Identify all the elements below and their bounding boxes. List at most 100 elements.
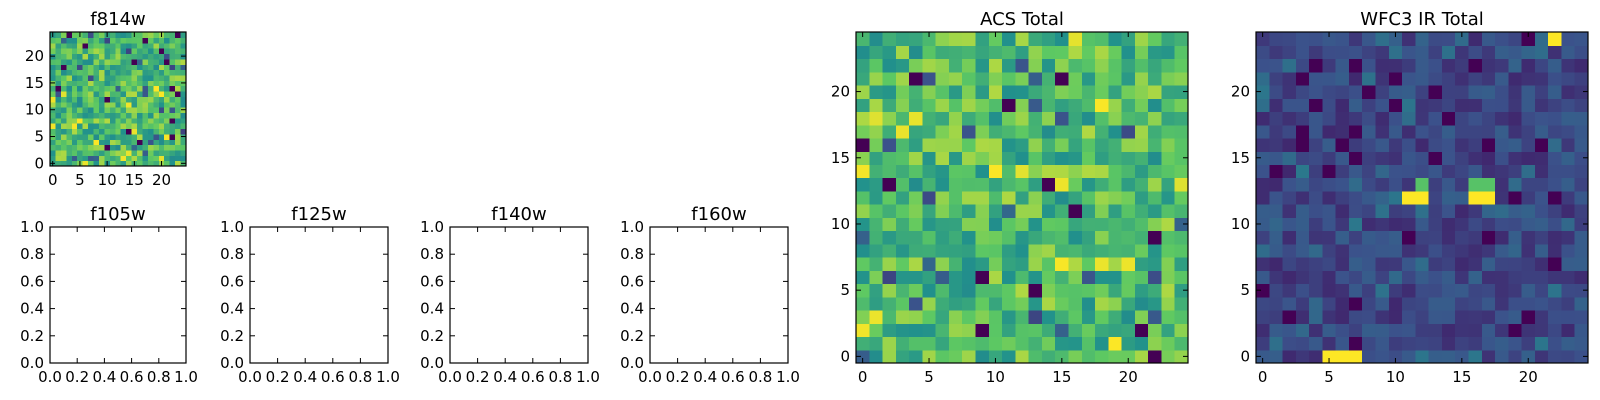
heatmap-cell: [120, 96, 127, 103]
heatmap-cell: [1521, 32, 1536, 46]
heatmap-cell: [50, 90, 57, 97]
x-tick-label: 10: [98, 171, 117, 189]
heatmap-cell: [1508, 323, 1523, 338]
heatmap-cell: [1348, 190, 1363, 205]
heatmap-cell: [153, 48, 160, 55]
y-tick-label: 0.8: [20, 245, 44, 263]
heatmap-cell: [869, 296, 884, 311]
heatmap-cell: [1508, 217, 1523, 232]
heatmap-cell: [1028, 151, 1043, 165]
heatmap-cell: [882, 45, 897, 60]
heatmap-cell: [882, 190, 897, 205]
heatmap-cell: [1455, 137, 1470, 152]
heatmap-cell: [1495, 323, 1509, 338]
heatmap-cell: [1521, 323, 1536, 338]
heatmap-cell: [1362, 151, 1377, 165]
heatmap-cell: [1081, 270, 1096, 285]
heatmap-cell: [93, 128, 100, 135]
heatmap-cell: [137, 144, 144, 151]
heatmap-cell: [131, 64, 138, 71]
heatmap-cell: [82, 64, 89, 71]
heatmap-cell: [1548, 257, 1563, 271]
x-tick-label: 0.6: [521, 368, 545, 386]
heatmap-cell: [137, 101, 144, 108]
heatmap-cell: [50, 58, 57, 65]
heatmap-cell: [1481, 230, 1496, 245]
heatmap-cell: [1095, 349, 1109, 364]
heatmap-cell: [856, 71, 870, 86]
heatmap-cell: [1002, 84, 1016, 99]
heatmap-cell: [1068, 111, 1083, 126]
heatmap-cell: [164, 90, 171, 97]
heatmap-cell: [120, 155, 127, 162]
heatmap-cell: [66, 155, 73, 162]
heatmap-cell: [869, 217, 884, 232]
heatmap-cell: [1002, 71, 1016, 86]
heatmap-cell: [120, 101, 127, 108]
heatmap-cell: [50, 149, 57, 156]
heatmap-cell: [935, 243, 950, 258]
heatmap-cell: [147, 48, 154, 55]
heatmap-cell: [1362, 58, 1377, 73]
heatmap-cell: [1468, 111, 1483, 126]
heatmap-cell: [1481, 296, 1496, 311]
heatmap-cell: [1561, 257, 1576, 271]
heatmap-cell: [1574, 124, 1589, 139]
heatmap-cell: [1574, 336, 1589, 351]
heatmap-cell: [1068, 45, 1083, 60]
heatmap-cell: [1534, 124, 1549, 139]
heatmap-cell: [1322, 124, 1337, 139]
heatmap-cell: [922, 310, 937, 324]
heatmap-cell: [66, 96, 73, 103]
heatmap-cell: [60, 64, 67, 71]
heatmap-cell: [1269, 71, 1284, 86]
heatmap-cell: [869, 98, 884, 113]
heatmap-cell: [1335, 124, 1350, 139]
heatmap-cell: [1041, 349, 1056, 364]
heatmap-cell: [169, 133, 176, 140]
heatmap-cell: [1134, 84, 1149, 99]
heatmap-cell: [882, 283, 897, 298]
heatmap-cell: [1335, 243, 1350, 258]
heatmap-cell: [1508, 177, 1523, 192]
heatmap-cell: [975, 204, 990, 218]
heatmap-cell: [1174, 296, 1189, 311]
heatmap-cell: [169, 48, 176, 55]
heatmap-cell: [142, 32, 149, 38]
heatmap-cell: [1282, 349, 1297, 364]
heatmap-cell: [1269, 336, 1284, 351]
heatmap-cell: [962, 164, 977, 179]
heatmap-cell: [1415, 283, 1430, 298]
heatmap-cell: [1468, 283, 1483, 298]
x-tick-label: 5: [75, 171, 85, 189]
heatmap-cell: [909, 124, 923, 139]
heatmap-cell: [1415, 45, 1430, 60]
heatmap-cell: [1508, 164, 1523, 179]
heatmap-cell: [147, 58, 154, 65]
heatmap-cell: [98, 133, 105, 140]
heatmap-cell: [1348, 296, 1363, 311]
heatmap-cell: [1134, 283, 1149, 298]
heatmap-cell: [1495, 58, 1509, 73]
heatmap-cell: [948, 204, 963, 218]
heatmap-cell: [856, 349, 870, 364]
heatmap-cell: [1561, 124, 1576, 139]
heatmap-cell: [988, 296, 1003, 311]
heatmap-cell: [175, 133, 182, 140]
heatmap-cell: [1468, 217, 1483, 232]
heatmap-cell: [93, 112, 100, 119]
heatmap-cell: [1375, 98, 1390, 113]
heatmap-cell: [1309, 296, 1323, 311]
heatmap-cell: [153, 90, 160, 97]
heatmap-cell: [1455, 323, 1470, 338]
heatmap-cell: [142, 139, 149, 146]
heatmap-cell: [1375, 58, 1390, 73]
heatmap-cell: [1362, 349, 1377, 364]
heatmap-cell: [1561, 32, 1576, 46]
heatmap-cell: [1295, 71, 1310, 86]
heatmap-cell: [98, 90, 105, 97]
heatmap-cell: [175, 90, 182, 97]
heatmap-cell: [142, 101, 149, 108]
heatmap-cell: [975, 111, 990, 126]
heatmap-cell: [1508, 98, 1523, 113]
